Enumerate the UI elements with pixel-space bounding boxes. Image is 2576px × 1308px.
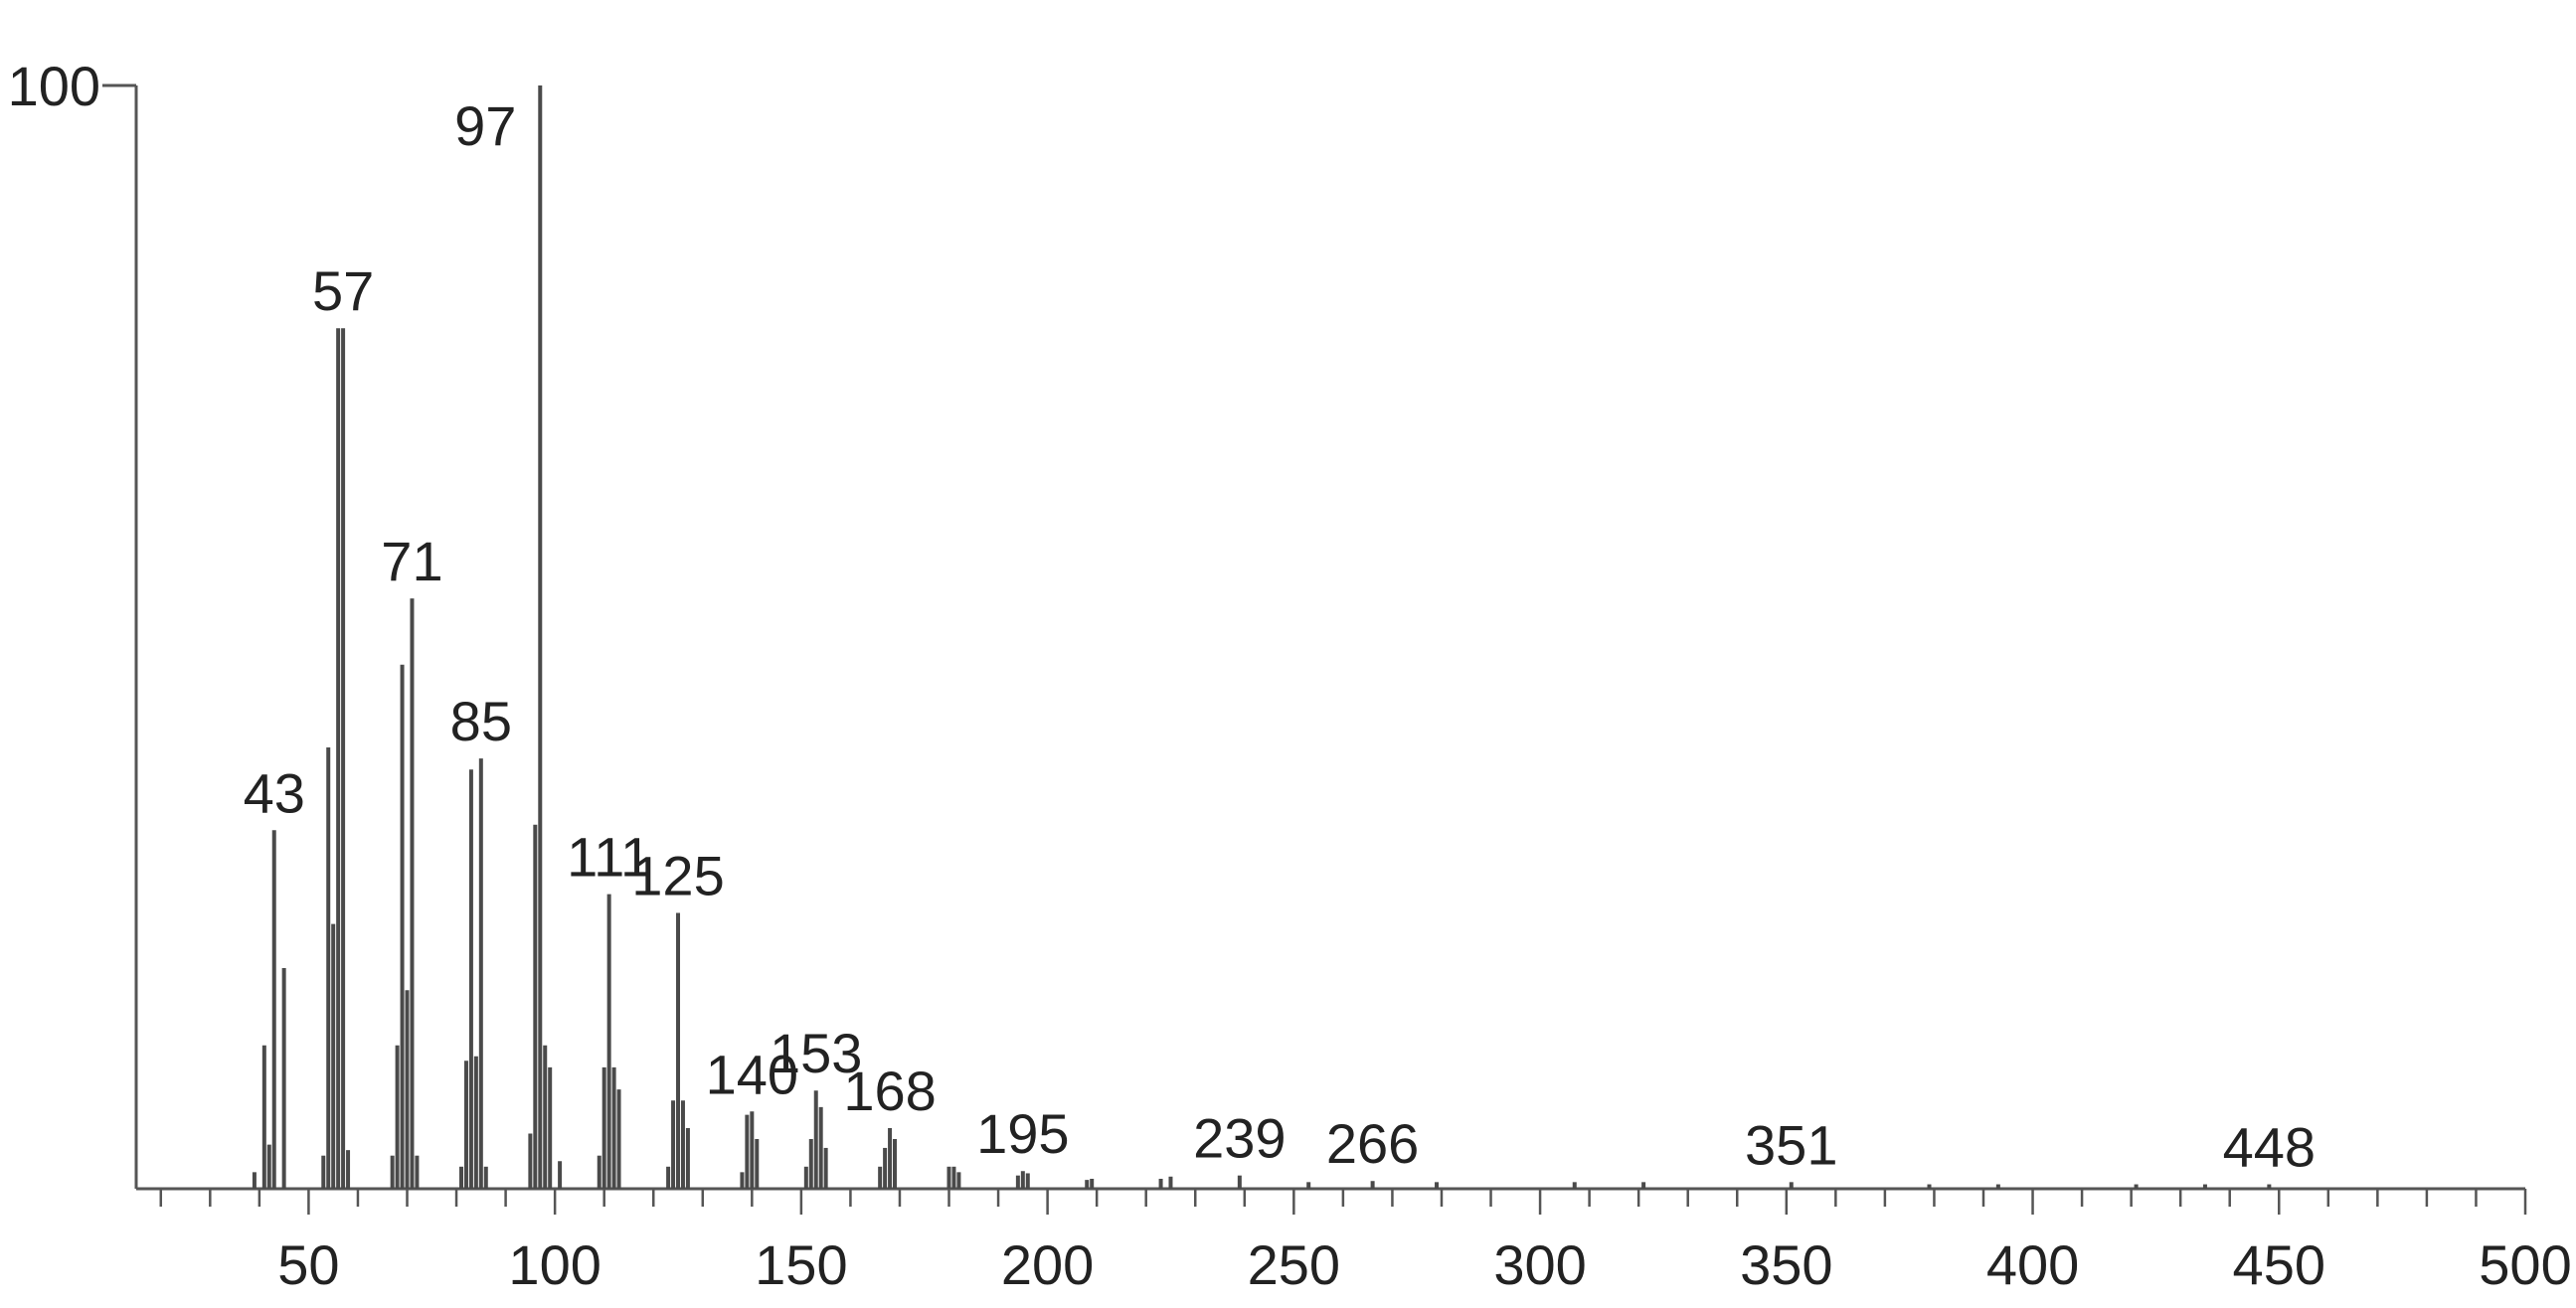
peak-label: 266 [1326,1112,1419,1175]
y-tick-label: 100 [8,55,100,117]
peak-label: 195 [976,1102,1069,1165]
peak-label: 448 [2223,1116,2316,1179]
x-tick-label: 150 [755,1233,847,1296]
x-tick-label: 350 [1740,1233,1832,1296]
peak-label: 125 [631,845,724,907]
x-tick-label: 100 [508,1233,601,1296]
peak-label: 111 [567,826,651,889]
x-tick-label: 500 [2479,1233,2571,1296]
x-tick-label: 450 [2233,1233,2325,1296]
peak-label: 168 [843,1060,936,1122]
peak-label: 140 [706,1043,798,1105]
peak-label: 97 [454,94,516,157]
peak-label: 85 [450,690,512,752]
x-tick-label: 400 [1986,1233,2079,1296]
peak-label: 239 [1193,1107,1286,1170]
x-tick-label: 250 [1248,1233,1340,1296]
x-tick-label: 300 [1493,1233,1586,1296]
peak-label: 43 [244,761,305,824]
peak-label: 57 [312,259,374,322]
peak-label: 351 [1745,1113,1837,1176]
peak-label: 153 [770,1022,862,1084]
x-tick-label: 50 [277,1233,339,1296]
x-tick-label: 200 [1001,1233,1094,1296]
peak-label: 71 [381,530,442,592]
